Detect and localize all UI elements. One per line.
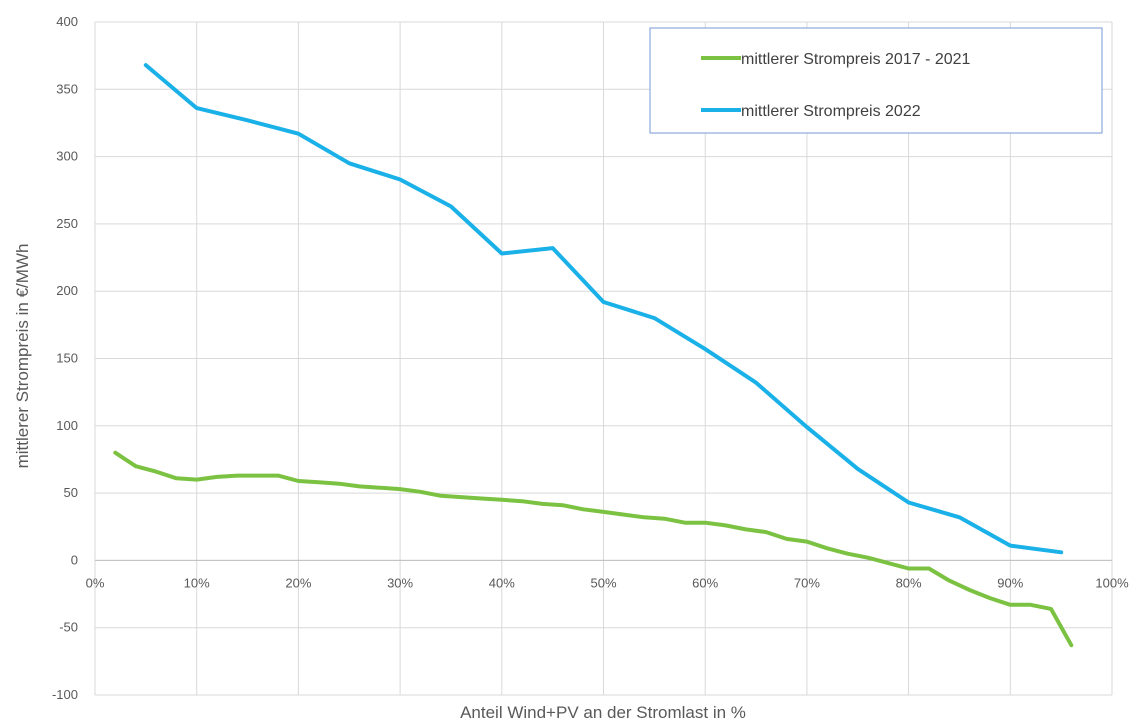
gridlines [94, 21, 1113, 696]
y-tick-label: -50 [59, 620, 78, 635]
x-tick-label: 100% [1095, 575, 1129, 590]
axes: 400 350 300 250 200 150 100 50 0 -50 -100 0% 10% 20% 3… [52, 14, 1129, 702]
x-tick-label: 70% [794, 575, 820, 590]
y-tick-label: 150 [56, 351, 78, 366]
y-tick-label: 0 [71, 552, 78, 567]
x-tick-label: 80% [896, 575, 922, 590]
x-tick-label: 10% [184, 575, 210, 590]
x-tick-label: 50% [590, 575, 616, 590]
y-axis-title: mittlerer Strompreis in €/MWh [13, 244, 32, 469]
series-line-0 [113, 450, 1074, 648]
x-tick-label: 40% [489, 575, 515, 590]
y-tick-label: 400 [56, 14, 78, 29]
legend: mittlerer Strompreis 2017 - 2021 mittler… [649, 27, 1103, 134]
x-tick-label: 90% [997, 575, 1023, 590]
y-tick-label: 300 [56, 149, 78, 164]
x-axis-title: Anteil Wind+PV an der Stromlast in % [460, 703, 746, 722]
y-tick-label: 200 [56, 283, 78, 298]
y-tick-label: -100 [52, 687, 78, 702]
legend-label-2017-2021: mittlerer Strompreis 2017 - 2021 [741, 51, 971, 68]
y-tick-label: 250 [56, 216, 78, 231]
x-tick-label: 60% [692, 575, 718, 590]
x-tick-label: 0% [86, 575, 105, 590]
x-tick-label: 30% [387, 575, 413, 590]
legend-label-2022: mittlerer Strompreis 2022 [741, 103, 921, 120]
y-tick-label: 350 [56, 81, 78, 96]
series-layer [113, 63, 1074, 648]
x-tick-label: 20% [285, 575, 311, 590]
y-tick-label: 100 [56, 418, 78, 433]
y-tick-label: 50 [64, 485, 78, 500]
series-line-1 [143, 63, 1064, 555]
legend-box [649, 27, 1103, 134]
